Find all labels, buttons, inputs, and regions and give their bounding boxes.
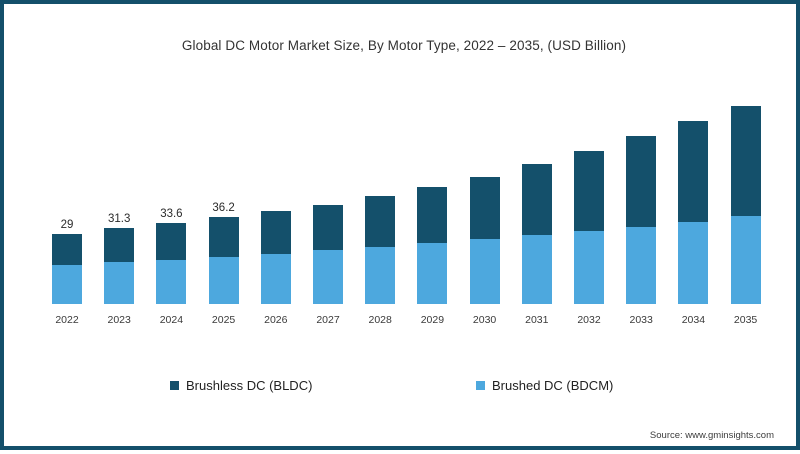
bar-group[interactable]: 31.3 xyxy=(104,213,135,304)
bar-value-label: 29 xyxy=(60,218,74,231)
bar-segment-brushed-dc[interactable] xyxy=(52,265,82,304)
bar-segment-brushless-dc[interactable] xyxy=(260,211,291,254)
x-axis-tick-label: 2032 xyxy=(577,314,601,326)
bar-value-label: 36.2 xyxy=(212,201,235,214)
bar-segment-brushed-dc[interactable] xyxy=(208,256,239,304)
chart-title: Global DC Motor Market Size, By Motor Ty… xyxy=(181,38,627,53)
bar-segment-brushed-dc[interactable] xyxy=(365,246,396,304)
bar-segment-brushed-dc[interactable] xyxy=(730,215,761,304)
x-axis-tick-label: 2031 xyxy=(525,314,549,326)
bar-group[interactable] xyxy=(574,150,604,304)
bar-value-label: 33.6 xyxy=(160,207,183,220)
bar-segment-brushed-dc[interactable] xyxy=(156,259,187,304)
bar-group[interactable] xyxy=(365,196,396,304)
bar-segment-brushless-dc[interactable] xyxy=(678,120,709,222)
bar-segment-brushless-dc[interactable] xyxy=(313,204,343,251)
legend-swatch-brushless-dc xyxy=(170,381,179,390)
bar-group[interactable]: 36.2 xyxy=(208,202,239,304)
bar-segment-brushless-dc[interactable] xyxy=(521,164,552,236)
bar-segment-brushless-dc[interactable] xyxy=(104,228,135,263)
bar-segment-brushless-dc[interactable] xyxy=(208,216,239,257)
x-axis-tick-label: 2029 xyxy=(420,314,445,326)
legend-label-brushed-dc: Brushed DC (BDCM) xyxy=(492,378,614,393)
bar-segment-brushed-dc[interactable] xyxy=(313,250,343,304)
bar-segment-brushed-dc[interactable] xyxy=(574,231,604,304)
bar-segment-brushed-dc[interactable] xyxy=(521,235,552,304)
x-axis-tick-label: 2022 xyxy=(55,314,79,326)
bar-group[interactable] xyxy=(678,120,709,304)
x-axis-tick-label: 2035 xyxy=(733,314,758,326)
x-axis-tick-label: 2026 xyxy=(264,314,288,326)
bar-segment-brushless-dc[interactable] xyxy=(417,187,448,243)
bar-group[interactable] xyxy=(417,187,448,304)
legend-label-brushless-dc: Brushless DC (BLDC) xyxy=(186,378,313,393)
bar-segment-brushless-dc[interactable] xyxy=(574,150,604,232)
bar-segment-brushless-dc[interactable] xyxy=(626,135,657,227)
bar-group[interactable] xyxy=(260,211,291,304)
bar-segment-brushed-dc[interactable] xyxy=(104,262,135,304)
bar-value-label: 31.3 xyxy=(107,213,131,226)
x-axis-tick-label: 2023 xyxy=(107,314,131,326)
bar-segment-brushed-dc[interactable] xyxy=(417,242,448,304)
x-axis-tick-label: 2028 xyxy=(368,314,392,326)
bar-segment-brushless-dc[interactable] xyxy=(365,196,396,247)
bar-segment-brushed-dc[interactable] xyxy=(260,253,291,304)
legend-swatch-brushed-dc xyxy=(476,381,485,390)
bar-segment-brushed-dc[interactable] xyxy=(678,221,709,304)
bar-group[interactable] xyxy=(469,176,500,304)
bar-segment-brushless-dc[interactable] xyxy=(52,233,82,266)
bar-group[interactable]: 33.6 xyxy=(156,208,187,304)
bar-segment-brushless-dc[interactable] xyxy=(469,176,500,240)
bar-group[interactable] xyxy=(730,106,761,304)
bar-group[interactable] xyxy=(626,135,657,304)
bar-group[interactable]: 29 xyxy=(52,219,82,304)
x-axis-tick-label: 2034 xyxy=(681,314,706,326)
chart-legend: Brushless DC (BLDC) Brushed DC (BDCM) xyxy=(4,378,800,398)
bar-group[interactable] xyxy=(521,164,552,304)
bar-group[interactable] xyxy=(313,204,343,304)
x-axis-tick-label: 2024 xyxy=(159,314,184,326)
x-axis-tick-label: 2030 xyxy=(472,314,497,326)
x-axis-tick-label: 2033 xyxy=(629,314,653,326)
bar-segment-brushless-dc[interactable] xyxy=(156,222,187,260)
bar-segment-brushed-dc[interactable] xyxy=(469,239,500,304)
bar-segment-brushed-dc[interactable] xyxy=(626,226,657,304)
plot-area: 29 2022 31.3 2023 33.6 2024 36.2 2025 2026 2027 20… xyxy=(4,4,800,454)
x-axis-tick-label: 2027 xyxy=(316,314,340,326)
legend-item-brushless-dc[interactable]: Brushless DC (BLDC) xyxy=(170,378,312,393)
bar-segment-brushless-dc[interactable] xyxy=(730,106,761,216)
source-attribution: Source: www.gminsights.com xyxy=(649,430,774,441)
x-axis-tick-label: 2025 xyxy=(211,314,236,326)
legend-item-brushed-dc[interactable]: Brushed DC (BDCM) xyxy=(476,378,613,393)
